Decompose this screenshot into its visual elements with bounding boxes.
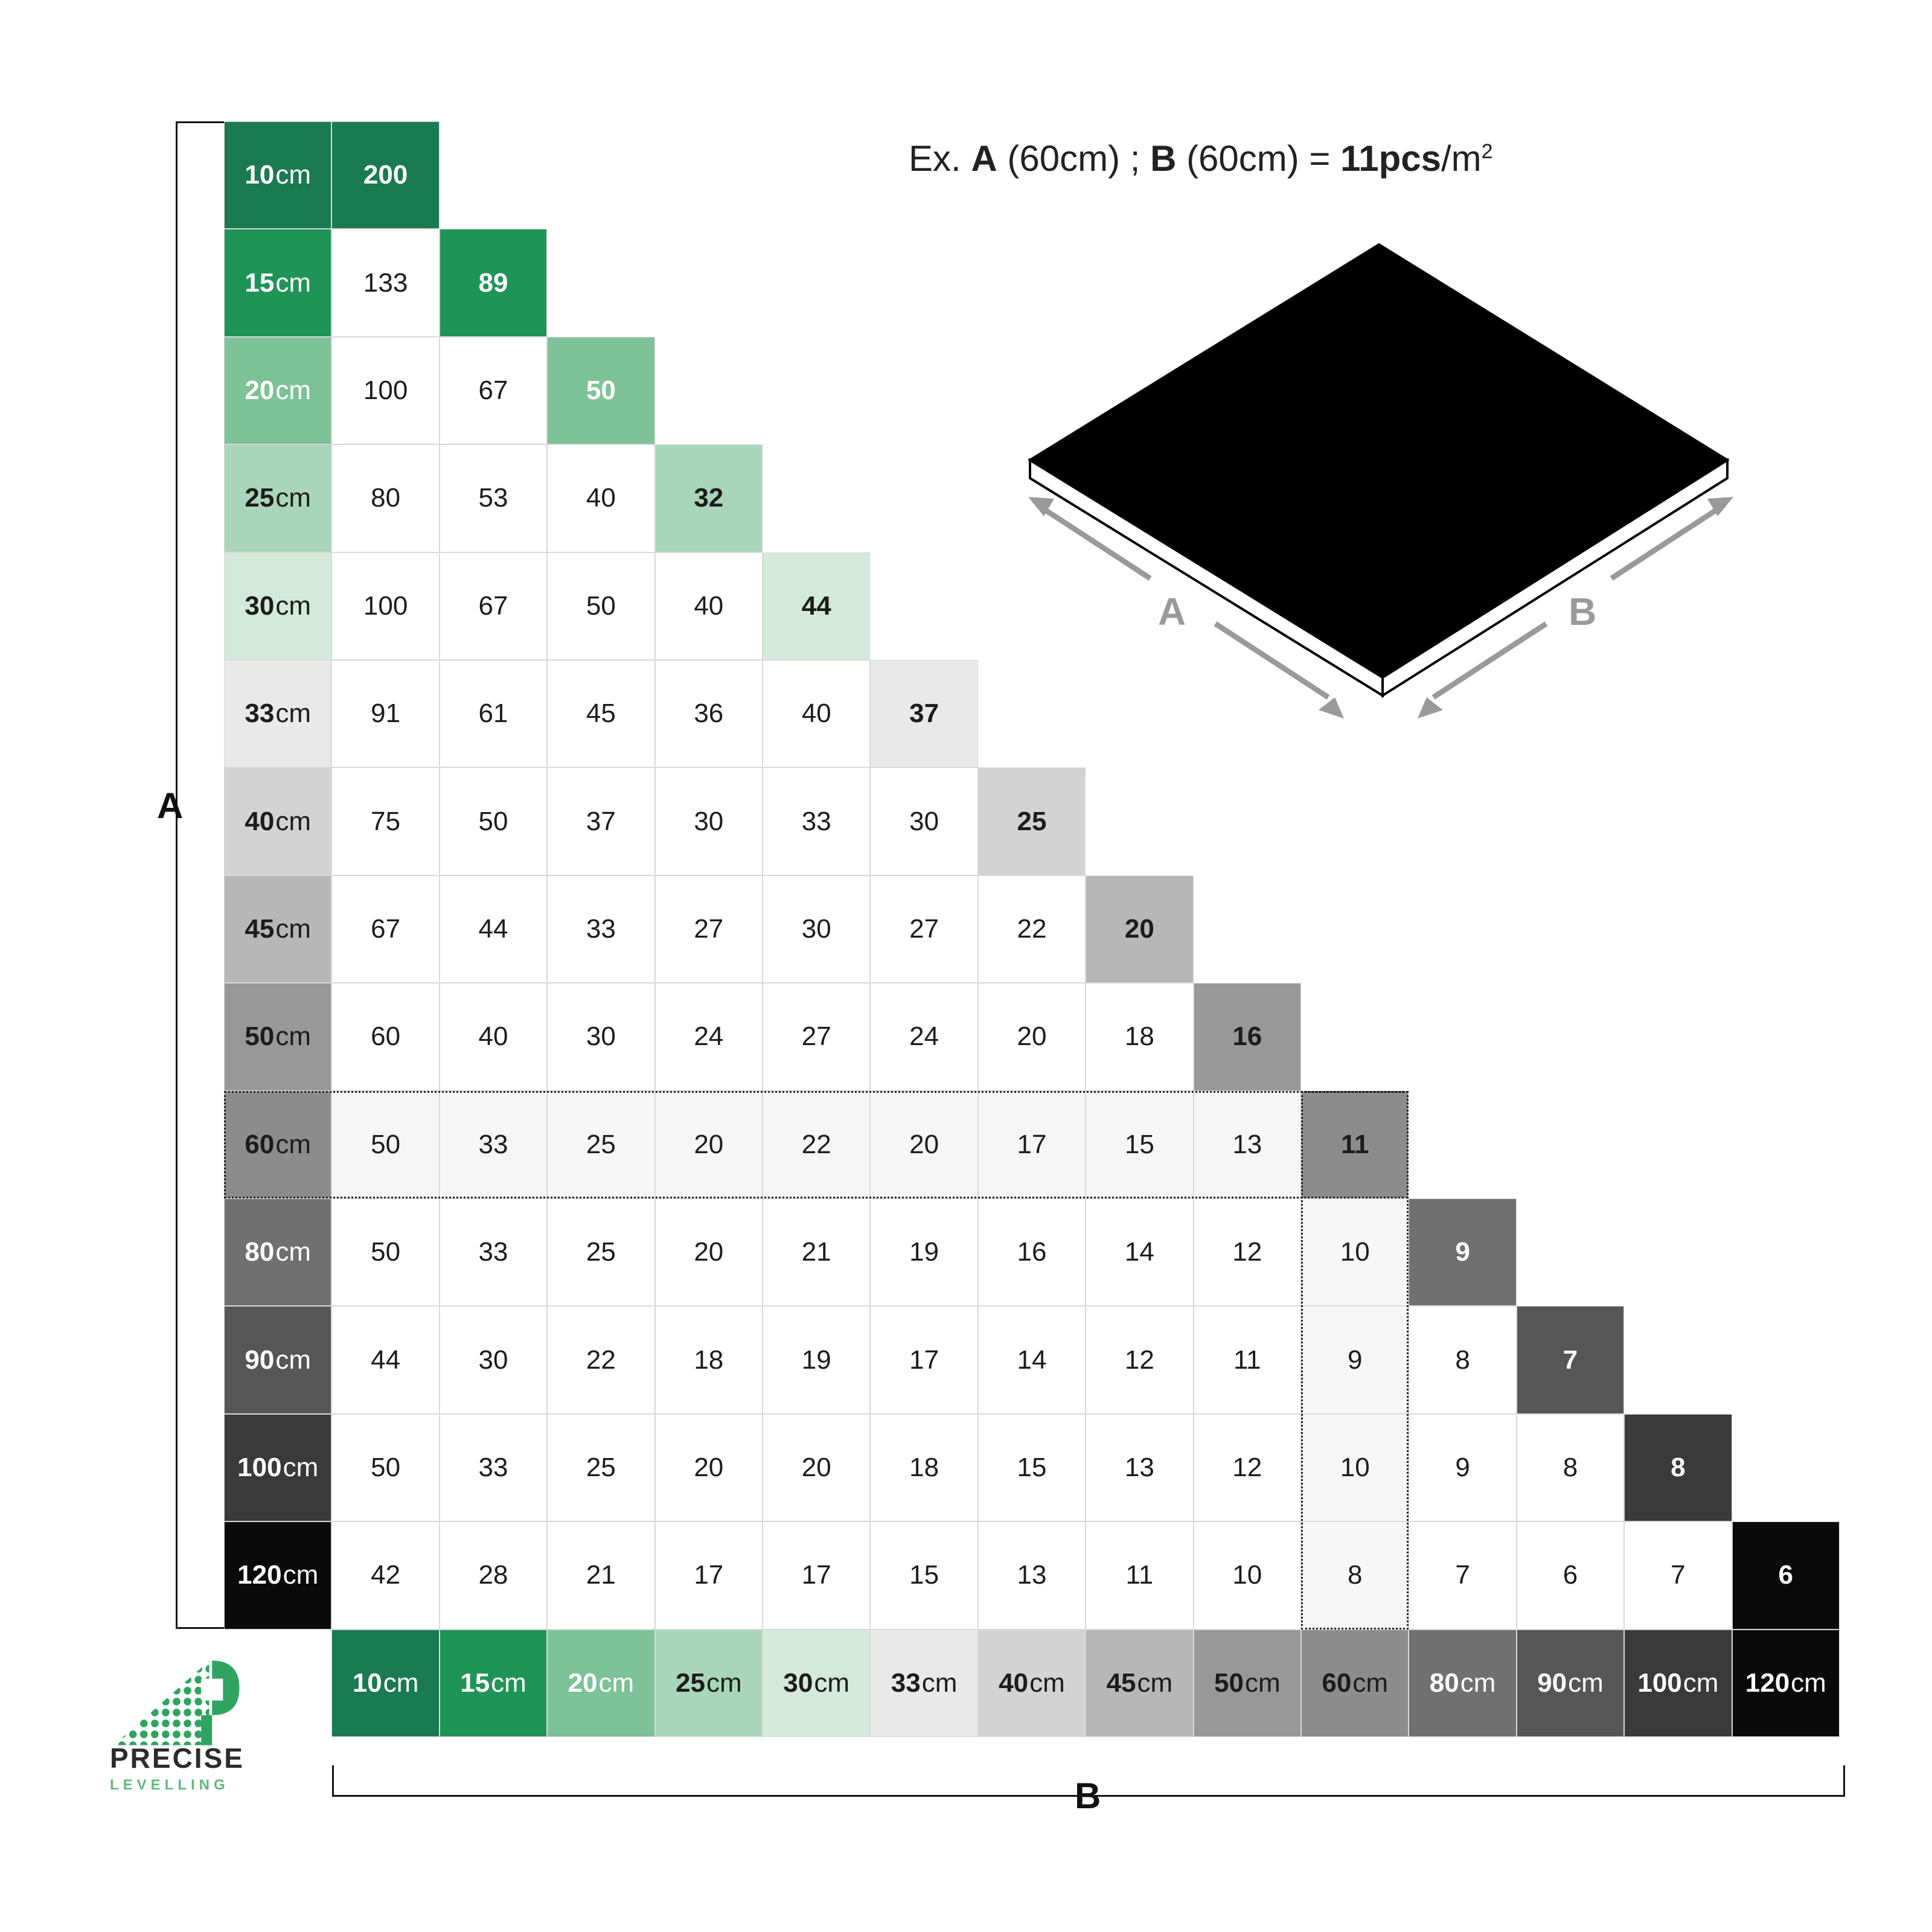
svg-text:B: B <box>1569 590 1596 633</box>
svg-text:A: A <box>1158 590 1186 633</box>
